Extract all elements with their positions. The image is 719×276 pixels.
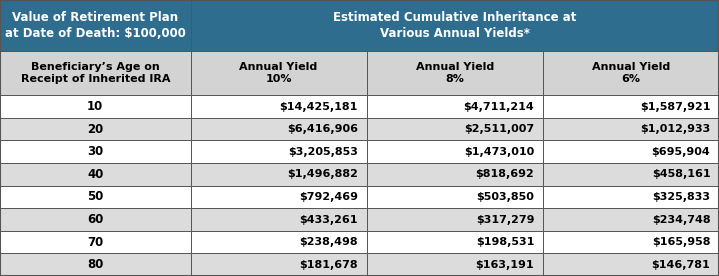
Text: 60: 60 (87, 213, 104, 226)
Text: 40: 40 (87, 168, 104, 181)
Text: Annual Yield
6%: Annual Yield 6% (592, 62, 670, 84)
Text: Beneficiary’s Age on
Receipt of Inherited IRA: Beneficiary’s Age on Receipt of Inherite… (21, 62, 170, 84)
Bar (367, 231, 543, 253)
Bar (543, 140, 719, 163)
Bar (191, 186, 367, 208)
Bar (543, 208, 719, 231)
Text: $2,511,007: $2,511,007 (464, 124, 534, 134)
Text: $1,587,921: $1,587,921 (640, 102, 710, 112)
Text: $503,850: $503,850 (477, 192, 534, 202)
Bar (543, 95, 719, 118)
Bar (0, 163, 191, 186)
Bar (0, 95, 191, 118)
Bar (0, 140, 191, 163)
Bar (543, 186, 719, 208)
Text: $3,205,853: $3,205,853 (288, 147, 358, 157)
Text: $1,012,933: $1,012,933 (640, 124, 710, 134)
Text: $433,261: $433,261 (300, 214, 358, 224)
Bar (367, 118, 543, 140)
Text: $695,904: $695,904 (651, 147, 710, 157)
Text: 80: 80 (87, 258, 104, 271)
Bar (543, 253, 719, 276)
Text: $181,678: $181,678 (299, 260, 358, 270)
Text: Estimated Cumulative Inheritance at
Various Annual Yields*: Estimated Cumulative Inheritance at Vari… (333, 11, 577, 40)
Text: $792,469: $792,469 (299, 192, 358, 202)
Bar (367, 163, 543, 186)
Bar (191, 95, 367, 118)
Text: $146,781: $146,781 (651, 260, 710, 270)
Text: Annual Yield
8%: Annual Yield 8% (416, 62, 494, 84)
Text: $165,958: $165,958 (652, 237, 710, 247)
Text: 30: 30 (87, 145, 104, 158)
Bar (0, 0, 191, 51)
Text: $198,531: $198,531 (476, 237, 534, 247)
Bar (367, 253, 543, 276)
Bar (0, 118, 191, 140)
Text: $317,279: $317,279 (476, 214, 534, 224)
Bar (543, 51, 719, 95)
Bar (543, 118, 719, 140)
Bar (191, 118, 367, 140)
Text: 10: 10 (87, 100, 104, 113)
Bar (191, 140, 367, 163)
Bar (367, 208, 543, 231)
Text: $818,692: $818,692 (475, 169, 534, 179)
Bar (191, 208, 367, 231)
Text: 20: 20 (87, 123, 104, 136)
Bar (191, 231, 367, 253)
Text: $4,711,214: $4,711,214 (464, 102, 534, 112)
Text: $325,833: $325,833 (652, 192, 710, 202)
Bar (191, 0, 719, 51)
Bar (0, 208, 191, 231)
Text: 70: 70 (87, 236, 104, 249)
Text: $6,416,906: $6,416,906 (287, 124, 358, 134)
Bar (191, 51, 367, 95)
Text: $234,748: $234,748 (651, 214, 710, 224)
Text: 50: 50 (87, 190, 104, 203)
Bar (543, 163, 719, 186)
Text: $163,191: $163,191 (475, 260, 534, 270)
Bar (367, 95, 543, 118)
Text: $1,473,010: $1,473,010 (464, 147, 534, 157)
Bar (367, 140, 543, 163)
Bar (0, 253, 191, 276)
Bar (367, 51, 543, 95)
Bar (0, 231, 191, 253)
Text: Value of Retirement Plan
at Date of Death: $100,000: Value of Retirement Plan at Date of Deat… (5, 11, 186, 40)
Bar (367, 186, 543, 208)
Text: Annual Yield
10%: Annual Yield 10% (239, 62, 318, 84)
Bar (0, 51, 191, 95)
Text: $238,498: $238,498 (299, 237, 358, 247)
Text: $14,425,181: $14,425,181 (280, 102, 358, 112)
Text: $458,161: $458,161 (651, 169, 710, 179)
Bar (0, 186, 191, 208)
Bar (191, 163, 367, 186)
Bar (191, 253, 367, 276)
Bar (543, 231, 719, 253)
Text: $1,496,882: $1,496,882 (287, 169, 358, 179)
